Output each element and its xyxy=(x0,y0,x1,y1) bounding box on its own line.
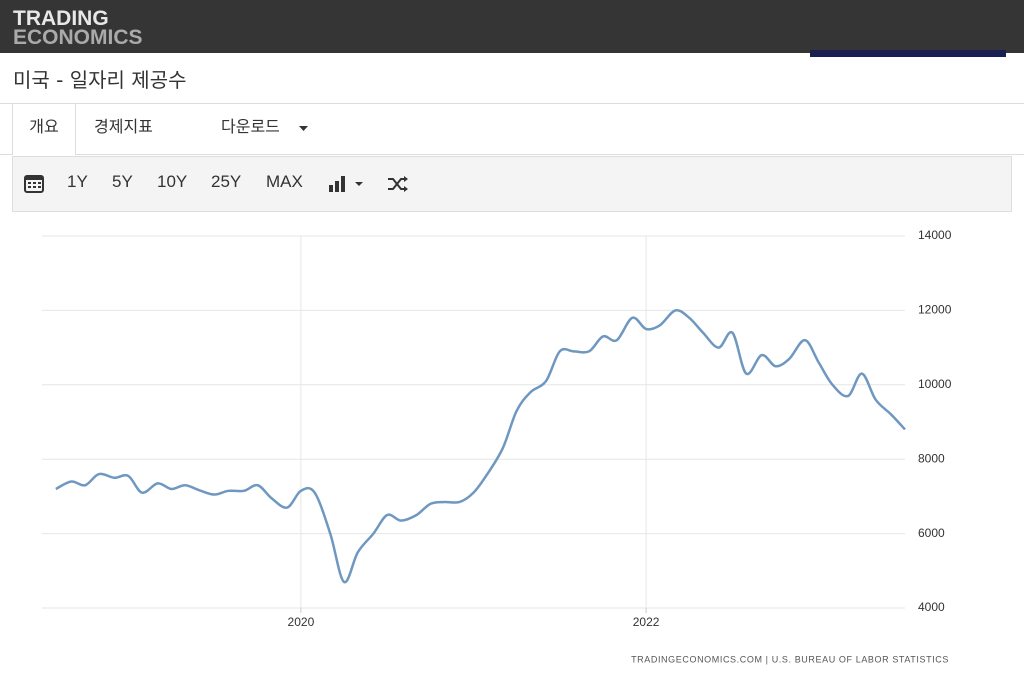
range-button[interactable]: 25Y xyxy=(211,172,242,191)
range-button[interactable]: MAX xyxy=(266,172,303,191)
range-button[interactable]: 1Y xyxy=(67,172,88,191)
logo-top[interactable]: TRADING xyxy=(13,7,109,30)
banner xyxy=(810,50,1006,57)
range-button[interactable]: 10Y xyxy=(157,172,188,191)
calendar-icon[interactable] xyxy=(24,174,44,194)
tab[interactable]: 경제지표 xyxy=(94,117,153,136)
header: TRADING ECONOMICS xyxy=(0,0,1024,53)
y-tick-label: 4000 xyxy=(918,600,945,614)
shuffle-icon[interactable] xyxy=(387,175,409,193)
tabs: 개요 경제지표 다운로드 xyxy=(0,103,1024,155)
chart: TRADINGECONOMICS.COM | U.S. BUREAU OF LA… xyxy=(42,228,952,664)
y-tick-label: 10000 xyxy=(918,377,952,391)
tab[interactable]: 다운로드 xyxy=(221,117,280,136)
range-button[interactable]: 5Y xyxy=(112,172,133,191)
page-title: 미국 - 일자리 제공수 xyxy=(13,68,187,92)
x-tick-label: 2022 xyxy=(633,615,660,629)
chart-type-icon[interactable] xyxy=(328,175,366,193)
caret xyxy=(299,126,308,131)
y-tick-label: 6000 xyxy=(918,526,945,540)
toolbar: 1Y 5Y 10Y 25Y MAX xyxy=(12,156,1012,212)
source: TRADINGECONOMICS.COM | U.S. BUREAU OF LA… xyxy=(631,654,949,664)
y-tick-label: 8000 xyxy=(918,451,945,465)
x-tick-label: 2020 xyxy=(288,615,315,629)
logo-bottom[interactable]: ECONOMICS xyxy=(13,26,143,49)
line xyxy=(55,308,906,584)
y-tick-label: 14000 xyxy=(918,228,952,242)
y-tick-label: 12000 xyxy=(918,303,952,317)
tab[interactable]: 개요 xyxy=(12,104,76,155)
